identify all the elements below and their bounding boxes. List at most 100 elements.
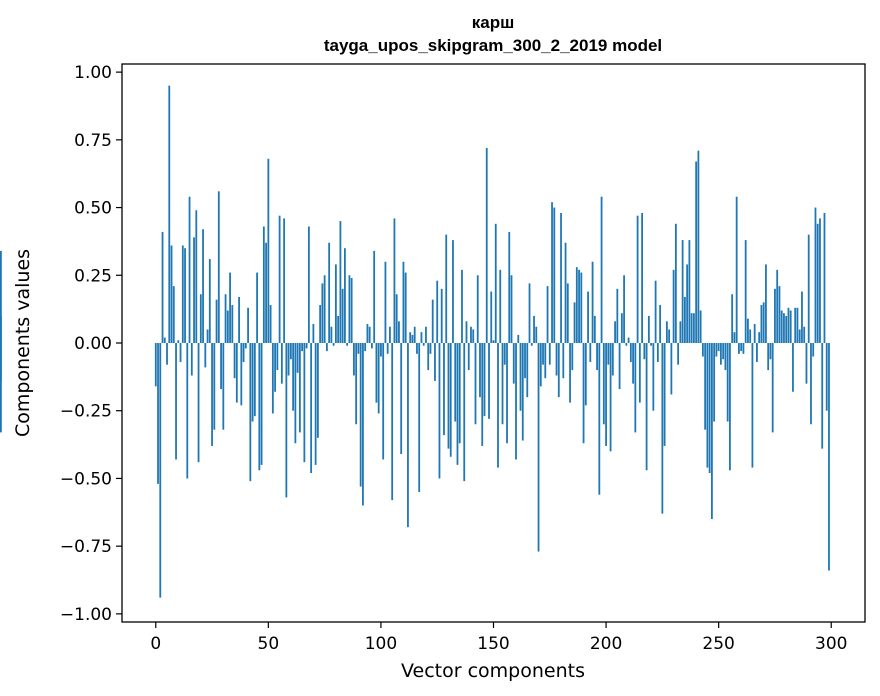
bar-component-230	[672, 269, 675, 343]
bar-component-205	[616, 288, 619, 343]
bar-component-21	[202, 229, 204, 343]
bar-component-256	[731, 294, 734, 343]
bar-component-12	[181, 245, 184, 343]
bar-component-7	[170, 245, 173, 343]
bar-component-47	[260, 343, 263, 465]
bar-component-276	[776, 269, 779, 343]
chart-title: карш	[472, 13, 515, 32]
bar-component-294	[816, 223, 819, 343]
bar-component-125	[436, 280, 439, 343]
bar-component-161	[517, 334, 520, 343]
bar-component-23	[206, 329, 209, 343]
bar-component-202	[609, 343, 612, 452]
bar-component-51	[269, 305, 272, 343]
bar-component-191	[584, 343, 587, 406]
bar-component-34	[231, 305, 234, 343]
bar-component-52	[271, 343, 274, 414]
bar-component-278	[780, 310, 783, 343]
bar-component-199	[602, 343, 605, 425]
bar-component-67	[305, 343, 308, 349]
bar-component-57	[283, 218, 286, 343]
bar-component-269	[760, 305, 763, 343]
bar-component-44	[253, 343, 256, 417]
bar-component-270	[762, 302, 765, 343]
bar-component-109	[400, 343, 403, 455]
bar-component-259	[738, 343, 740, 354]
bar-component-127	[440, 288, 443, 343]
bar-component-78	[330, 326, 333, 343]
bar-component-188	[578, 269, 580, 343]
bar-component-93	[364, 343, 367, 352]
bar-component-65	[301, 343, 304, 352]
bar-component-196	[596, 343, 598, 371]
bar-component-219	[647, 315, 650, 343]
bar-component-36	[235, 343, 238, 403]
bar-component-80	[334, 264, 337, 343]
chart-subtitle: tayga_upos_skipgram_300_2_2019 model	[324, 36, 662, 55]
bar-component-213	[634, 343, 637, 433]
bar-component-74	[321, 283, 324, 343]
bar-component-29	[220, 343, 222, 390]
bar-component-122	[429, 343, 432, 354]
bar-component-201	[607, 343, 610, 365]
bar-component-194	[591, 261, 594, 343]
bar-component-192	[587, 291, 589, 343]
bar-component-193	[589, 343, 592, 362]
bar-component-263	[747, 318, 749, 343]
y-tick-label: −0.75	[60, 537, 112, 557]
bar-component-169	[535, 326, 538, 343]
bar-component-99	[377, 343, 380, 414]
bar-component-131	[449, 343, 452, 457]
bar-component-79	[332, 343, 335, 346]
bar-component-42	[249, 343, 252, 482]
bar-component-135	[458, 343, 461, 444]
bar-component-undefined	[0, 315, 2, 343]
bar-component-77	[328, 242, 331, 343]
bar-component-297	[823, 212, 826, 343]
bar-component-111	[404, 272, 407, 343]
bar-component-204	[614, 321, 616, 343]
bar-component-46	[258, 343, 261, 471]
bar-component-144	[479, 343, 481, 398]
bar-component-203	[611, 343, 614, 376]
bar-component-120	[425, 326, 427, 343]
bar-component-10	[177, 340, 180, 343]
bar-component-56	[280, 343, 283, 384]
bar-component-283	[792, 343, 794, 392]
bar-component-20	[199, 294, 202, 343]
bar-component-232	[677, 343, 680, 365]
bar-component-150	[492, 340, 495, 343]
bar-component-60	[289, 343, 292, 360]
y-tick-label: 0.50	[74, 199, 112, 219]
bar-component-16	[190, 343, 193, 376]
bar-component-271	[765, 264, 767, 343]
bar-component-215	[638, 343, 641, 403]
bar-series	[0, 85, 830, 598]
bar-component-48	[262, 226, 265, 343]
bar-component-145	[481, 343, 484, 446]
bar-component-153	[499, 269, 502, 343]
bar-component-231	[674, 223, 677, 343]
bar-component-182	[564, 242, 567, 343]
bar-component-95	[368, 326, 371, 343]
bar-component-172	[542, 343, 544, 365]
bar-component-245	[706, 343, 709, 468]
bar-component-81	[337, 315, 340, 343]
bar-component-90	[357, 343, 360, 354]
bar-component-148	[488, 343, 490, 419]
bar-component-98	[375, 343, 378, 403]
bar-component-66	[303, 343, 306, 463]
bar-component-124	[434, 343, 436, 381]
y-tick-label: −1.00	[60, 605, 112, 625]
bar-component-96	[371, 343, 373, 349]
y-tick-label: −0.25	[60, 402, 112, 422]
bar-component-198	[600, 196, 603, 343]
bar-component-274	[771, 343, 774, 433]
bar-component-284	[794, 307, 797, 343]
bar-component-240	[695, 161, 698, 343]
y-tick-label: −0.50	[60, 469, 112, 489]
bar-component-160	[515, 343, 517, 460]
bar-component-75	[323, 275, 326, 343]
bar-component-114	[411, 334, 414, 343]
